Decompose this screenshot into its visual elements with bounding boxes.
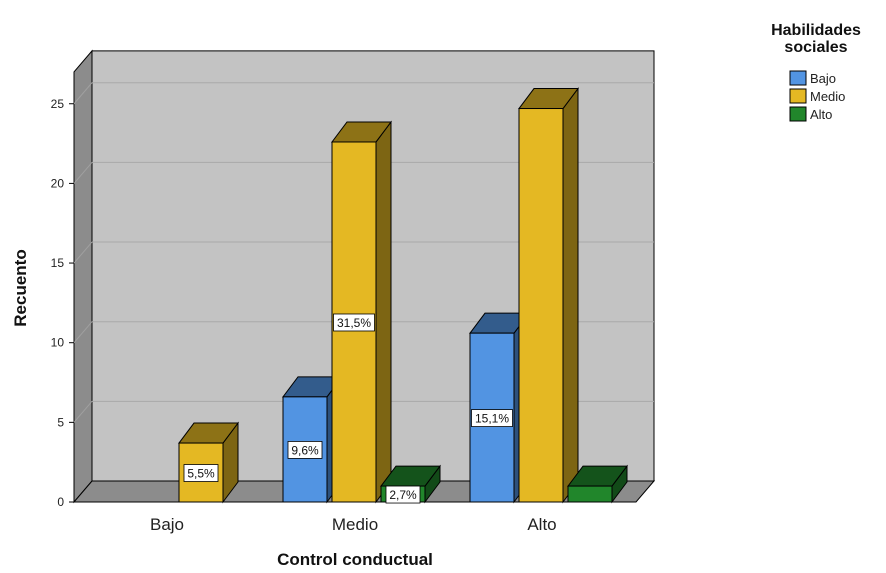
x-category-label: Medio — [332, 515, 378, 534]
legend-item-label: Bajo — [810, 71, 836, 86]
legend-title: Habilidades — [771, 22, 861, 39]
y-tick-label: 15 — [51, 256, 65, 270]
data-label: 2,7% — [389, 488, 417, 502]
y-axis-title: Recuento — [11, 249, 30, 326]
legend-swatch — [789, 106, 807, 122]
bar — [567, 485, 613, 503]
data-label: 9,6% — [291, 443, 319, 457]
legend-swatch — [789, 70, 807, 86]
y-tick-label: 0 — [57, 495, 64, 509]
data-label: 31,5% — [337, 316, 371, 330]
data-label-box — [287, 441, 323, 459]
gridline-side — [73, 401, 93, 423]
x-category-label: Bajo — [150, 515, 184, 534]
gridline-side — [73, 241, 93, 264]
data-label: 5,5% — [187, 467, 215, 481]
y-tick-label: 10 — [51, 336, 65, 350]
y-tick-label: 25 — [51, 97, 65, 111]
legend-title: sociales — [784, 39, 847, 56]
x-axis-categories: Bajo Medio Alto — [150, 515, 557, 534]
data-label-box — [385, 485, 421, 504]
data-labels: 5,5% 9,6% 31,5% 2,7% 15,1% — [183, 313, 513, 504]
data-label-box — [183, 464, 219, 482]
data-label-box — [333, 313, 375, 332]
gridline-side — [73, 162, 93, 184]
legend-swatch — [789, 88, 807, 104]
legend-item-label: Medio — [810, 89, 845, 104]
data-label-box — [471, 409, 513, 427]
bar-side — [375, 120, 392, 504]
legend-item-label: Alto — [810, 107, 832, 122]
bar — [518, 108, 564, 503]
gridline-side — [73, 82, 93, 105]
y-tick-label: 20 — [51, 176, 65, 190]
bar-side — [562, 87, 579, 504]
data-label: 15,1% — [475, 412, 509, 426]
y-tick-label: 5 — [57, 415, 64, 429]
gridline-side — [73, 321, 93, 344]
x-category-label: Alto — [527, 515, 556, 534]
x-axis-title: Control conductual — [277, 550, 433, 569]
y-axis-ticks: 0 5 10 15 20 25 — [51, 97, 74, 509]
left-wall — [73, 49, 93, 504]
